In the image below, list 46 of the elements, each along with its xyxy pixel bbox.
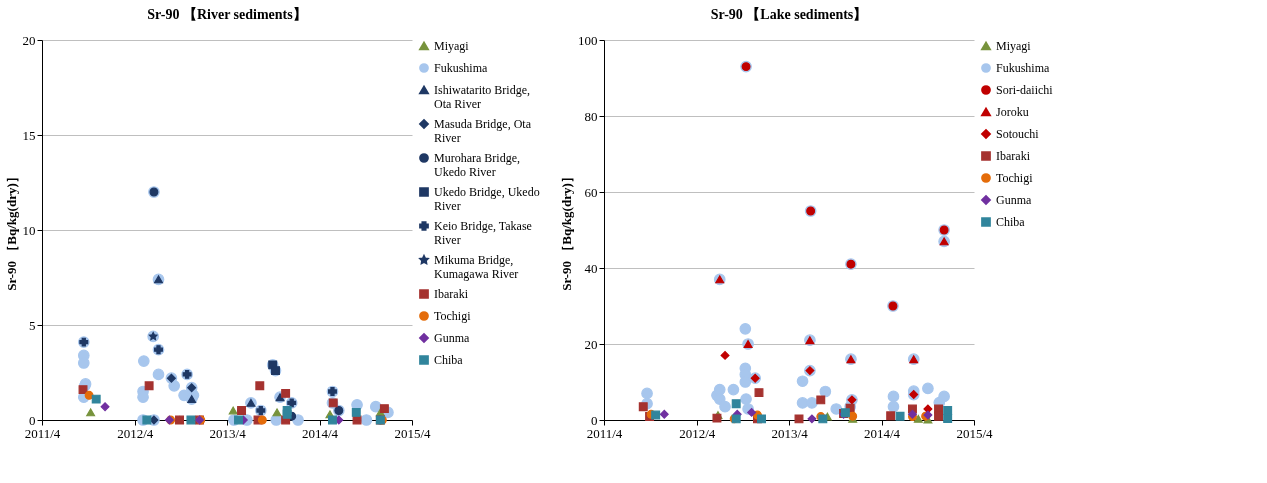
legend-label: Ishiwatarito Bridge, Ota River <box>434 83 530 111</box>
x-tick-label: 2012/4 <box>679 425 716 441</box>
y-tick-label: 15 <box>22 127 36 143</box>
legend-label: Mikuma Bridge, Kumagawa River <box>434 253 519 281</box>
x-tick-label: 2015/4 <box>956 425 994 441</box>
y-tick-label: 60 <box>584 184 598 200</box>
legend-label: Keio Bridge, Takase River <box>434 219 532 247</box>
legend-label: Tochigi <box>996 171 1034 185</box>
legend-label: Tochigi <box>434 309 472 323</box>
x-tick-label: 2013/4 <box>771 425 809 441</box>
legend-label: Masuda Bridge, Ota River <box>434 117 532 145</box>
y-tick-label: 20 <box>22 32 36 48</box>
legend-label: Sori-daiichi <box>996 83 1054 97</box>
x-tick-label: 2013/4 <box>209 425 247 441</box>
legend-label: Gunma <box>996 193 1032 207</box>
legend-label: Gunma <box>434 331 470 345</box>
x-tick-label: 2014/4 <box>302 425 339 441</box>
y-tick-label: 40 <box>584 260 598 276</box>
legend-label: Fukushima <box>434 61 489 75</box>
legend-label: Joroku <box>996 105 1029 119</box>
x-tick-label: 2014/4 <box>864 425 901 441</box>
x-tick-label: 2011/4 <box>24 425 61 441</box>
y-axis-title: Sr-90 ［Bq/kg(dry)］ <box>559 170 574 291</box>
legend-label: Miyagi <box>996 39 1032 53</box>
legend-label: Chiba <box>434 353 464 367</box>
y-tick-label: 10 <box>22 222 36 238</box>
y-tick-label: 20 <box>584 336 598 352</box>
x-tick-label: 2012/4 <box>117 425 154 441</box>
legend-label: Chiba <box>996 215 1026 229</box>
chart-title: Sr-90 【Lake sediments】 <box>710 7 868 22</box>
x-tick-label: 2015/4 <box>394 425 432 441</box>
legend-label: Ibaraki <box>996 149 1031 163</box>
legend-label: Ukedo Bridge, Ukedo River <box>434 185 540 213</box>
y-tick-label: 5 <box>29 317 36 333</box>
legend-label: Ibaraki <box>434 287 469 301</box>
legend-label: Miyagi <box>434 39 470 53</box>
x-tick-label: 2011/4 <box>586 425 623 441</box>
y-tick-label: 80 <box>584 108 598 124</box>
y-tick-label: 0 <box>591 412 598 428</box>
y-axis-title: Sr-90 ［Bq/kg(dry)］ <box>3 170 19 291</box>
y-tick-label: 0 <box>29 412 36 428</box>
legend-label: Fukushima <box>996 61 1051 75</box>
chart-title: Sr-90 【River sediments】 <box>147 7 307 22</box>
y-tick-label: 100 <box>578 32 598 48</box>
legend-label: Murohara Bridge, Ukedo River <box>434 151 520 179</box>
legend-label: Sotouchi <box>996 127 1040 141</box>
